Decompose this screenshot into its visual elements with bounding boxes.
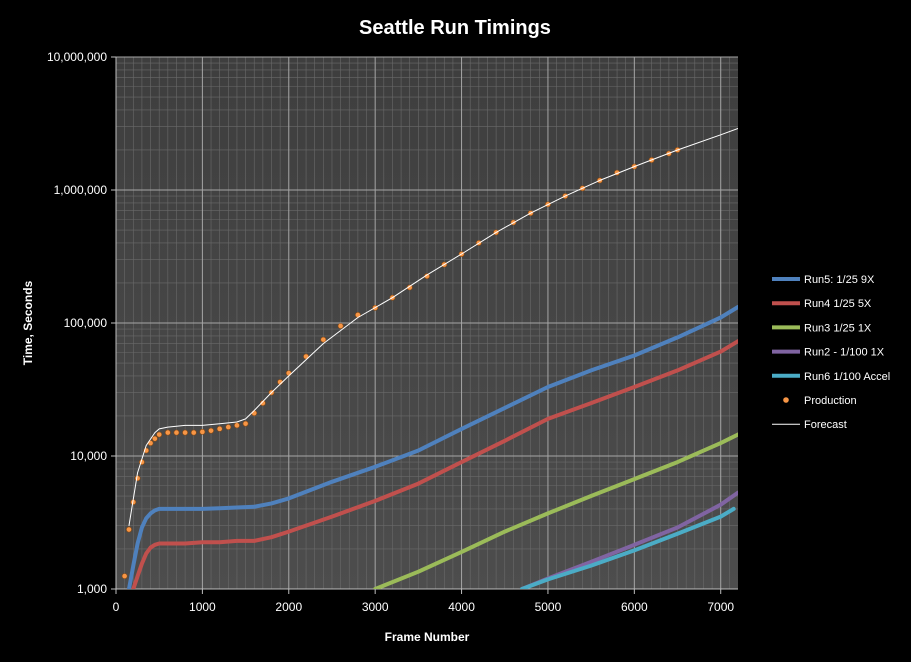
production-point bbox=[156, 431, 163, 438]
y-tick-label: 10,000 bbox=[70, 449, 107, 463]
x-tick-label: 0 bbox=[113, 600, 120, 614]
legend-item: Run2 - 1/100 1X bbox=[772, 347, 885, 359]
y-tick-label: 100,000 bbox=[64, 316, 108, 330]
x-tick-label: 4000 bbox=[448, 600, 475, 614]
legend-item: Production bbox=[783, 395, 857, 407]
production-point bbox=[173, 429, 180, 436]
series-forecast bbox=[128, 128, 738, 526]
plot-area bbox=[116, 56, 738, 590]
production-point bbox=[285, 370, 292, 377]
legend-item: Run3 1/25 1X bbox=[772, 322, 872, 334]
series-run4-1-25-5x bbox=[131, 339, 738, 589]
production-point bbox=[199, 428, 206, 435]
production-point bbox=[182, 429, 189, 436]
legend-item: Run6 1/100 Accel bbox=[772, 371, 890, 383]
legend-item: Forecast bbox=[772, 419, 847, 431]
x-axis-label: Frame Number bbox=[385, 630, 470, 644]
production-point bbox=[337, 323, 344, 329]
legend-item: Run5: 1/25 9X bbox=[772, 274, 875, 286]
production-point bbox=[259, 400, 266, 406]
legend-label: Run2 - 1/100 1X bbox=[804, 347, 885, 359]
y-axis-label: Time, Seconds bbox=[21, 280, 35, 365]
production-point bbox=[134, 475, 141, 482]
x-tick-label: 1000 bbox=[189, 600, 216, 614]
series-run6-1-100-accel bbox=[520, 506, 736, 589]
production-point bbox=[251, 410, 258, 417]
legend-label: Production bbox=[804, 395, 857, 407]
axes: 0 1000 2000 3000 4000 5000 6000 7000 1,000 10,000… bbox=[47, 50, 738, 614]
x-tick-label: 2000 bbox=[275, 600, 302, 614]
y-tick-label: 10,000,000 bbox=[47, 50, 107, 64]
legend-label: Run6 1/100 Accel bbox=[804, 371, 890, 383]
production-point bbox=[164, 429, 171, 436]
x-tick-label: 6000 bbox=[621, 600, 648, 614]
y-tick-label: 1,000,000 bbox=[54, 183, 108, 197]
production-point bbox=[242, 420, 249, 427]
production-point bbox=[190, 429, 197, 436]
legend-item: Run4 1/25 5X bbox=[772, 298, 872, 310]
production-point bbox=[208, 427, 214, 434]
legend: Run5: 1/25 9X Run4 1/25 5X Run3 1/25 1X Run… bbox=[772, 274, 890, 431]
production-point bbox=[225, 424, 232, 430]
series-run3-1-25-1x bbox=[373, 432, 738, 589]
legend-label: Run5: 1/25 9X bbox=[804, 274, 875, 286]
production-point bbox=[216, 425, 223, 432]
series-run5-1-25-9x bbox=[127, 305, 738, 589]
production-point bbox=[126, 526, 132, 533]
x-tick-label: 5000 bbox=[535, 600, 562, 614]
x-tick-label: 7000 bbox=[707, 600, 734, 614]
production-point bbox=[151, 435, 158, 442]
chart-title: Seattle Run Timings bbox=[359, 17, 551, 39]
legend-label: Run3 1/25 1X bbox=[804, 322, 872, 334]
x-tick-label: 3000 bbox=[362, 600, 389, 614]
legend-marker bbox=[783, 397, 789, 403]
legend-label: Forecast bbox=[804, 419, 847, 431]
production-point bbox=[320, 336, 327, 343]
production-point bbox=[121, 573, 128, 580]
series-layer bbox=[121, 128, 738, 589]
y-tick-label: 1,000 bbox=[77, 582, 107, 596]
production-point bbox=[234, 422, 240, 429]
legend-label: Run4 1/25 5X bbox=[804, 298, 872, 310]
